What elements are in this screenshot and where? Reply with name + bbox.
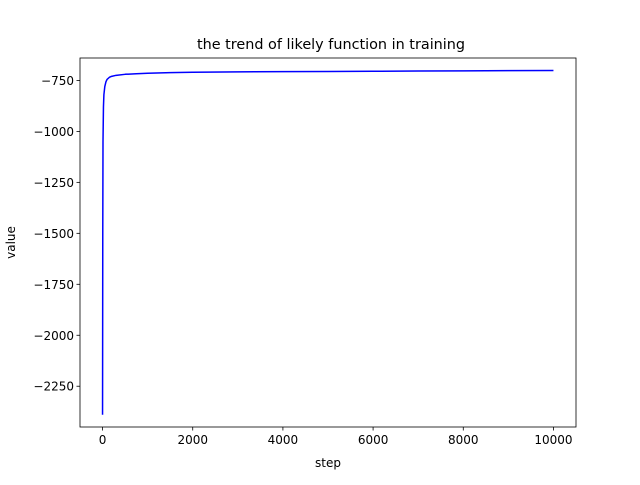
x-tick-label: 2000: [177, 433, 208, 447]
series-line: [101, 69, 554, 415]
chart-title: the trend of likely function in training: [197, 37, 465, 53]
x-axis-label: step: [315, 456, 341, 470]
y-tick-label: −2000: [33, 329, 74, 343]
y-tick-label: −1500: [33, 227, 74, 241]
x-tick-label: 4000: [268, 433, 299, 447]
y-tick-label: −1250: [33, 176, 74, 190]
y-tick-label: −1000: [33, 125, 74, 139]
y-axis-label: value: [4, 226, 18, 259]
x-tick-label: 0: [99, 433, 107, 447]
x-tick-label: 6000: [358, 433, 389, 447]
y-tick-label: −750: [41, 74, 74, 88]
x-tick-label: 10000: [534, 433, 572, 447]
axis-ticks: 0 2000 4000 6000 8000 10000 −2250 −2000 −1750 −15…: [33, 74, 572, 447]
y-tick-label: −2250: [33, 380, 74, 394]
y-tick-label: −1750: [33, 278, 74, 292]
axes-frame: [79, 57, 577, 428]
x-tick-label: 8000: [448, 433, 479, 447]
plot-area: [101, 69, 554, 415]
